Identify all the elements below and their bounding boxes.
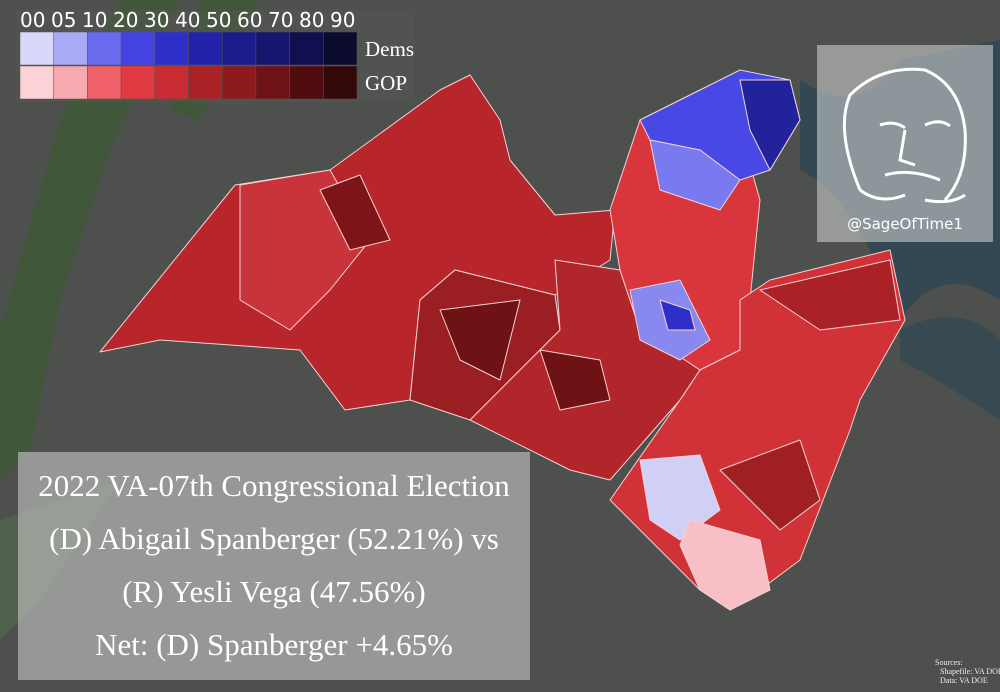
precinct <box>719 439 821 531</box>
legend-swatch <box>53 65 88 100</box>
legend-swatch <box>323 31 358 66</box>
source-line: Shapefile: VA DOE <box>940 667 1000 676</box>
legend-label: 90 <box>330 8 355 32</box>
legend-swatch <box>188 65 223 100</box>
legend-swatch <box>221 31 257 66</box>
legend-swatch <box>53 31 88 66</box>
legend-swatch <box>154 65 189 100</box>
precinct <box>319 174 391 251</box>
source-line: Data: VA DOE <box>940 676 988 685</box>
ridge <box>0 0 180 480</box>
legend-swatch <box>87 65 122 100</box>
legend-label: 20 <box>113 8 138 32</box>
legend-label: 80 <box>299 8 324 32</box>
precinct <box>539 349 611 411</box>
water <box>900 317 1000 420</box>
legend-label: 60 <box>237 8 262 32</box>
precinct <box>439 299 521 381</box>
source-line: Sources: <box>935 658 963 667</box>
legend-swatch <box>289 65 324 100</box>
legend-swatch <box>19 65 54 100</box>
watermark-handle: @SageOfTime1 <box>847 215 963 233</box>
legend-swatch <box>87 31 122 66</box>
legend-swatch <box>221 65 257 100</box>
legend-swatch <box>323 65 358 100</box>
title-line: 2022 VA-07th Congressional Election <box>38 468 510 503</box>
title-line: Net: (D) Spanberger +4.65% <box>95 627 453 662</box>
precinct <box>739 79 801 171</box>
legend: 00 05 10 20 30 40 50 60 70 80 90 Dems GOP <box>16 8 414 102</box>
precinct <box>649 139 741 211</box>
precinct <box>659 299 696 331</box>
legend-label: 50 <box>206 8 231 32</box>
portrait <box>842 67 967 204</box>
legend-row-label: Dems <box>365 37 414 61</box>
title-lines: 2022 VA-07th Congressional Election (D) A… <box>38 468 510 662</box>
district-map <box>99 69 906 611</box>
legend-swatch <box>289 31 324 66</box>
legend-row-label: GOP <box>365 71 407 95</box>
legend-swatch <box>255 31 290 66</box>
title-line: (D) Abigail Spanberger (52.21%) vs <box>49 521 499 556</box>
legend-label: 05 <box>51 8 76 32</box>
legend-swatch <box>255 65 290 100</box>
legend-swatch <box>120 65 156 100</box>
legend-label: 30 <box>144 8 169 32</box>
legend-swatch <box>120 31 156 66</box>
legend-swatch <box>188 31 223 66</box>
legend-label: 70 <box>268 8 293 32</box>
precinct <box>759 259 901 331</box>
precinct <box>679 519 771 611</box>
legend-swatch <box>154 31 189 66</box>
title-box <box>18 452 530 680</box>
title-line: (R) Yesli Vega (47.56%) <box>122 574 425 609</box>
legend-label: 00 <box>20 8 45 32</box>
legend-label: 10 <box>82 8 107 32</box>
legend-swatch <box>19 31 54 66</box>
legend-label: 40 <box>175 8 200 32</box>
